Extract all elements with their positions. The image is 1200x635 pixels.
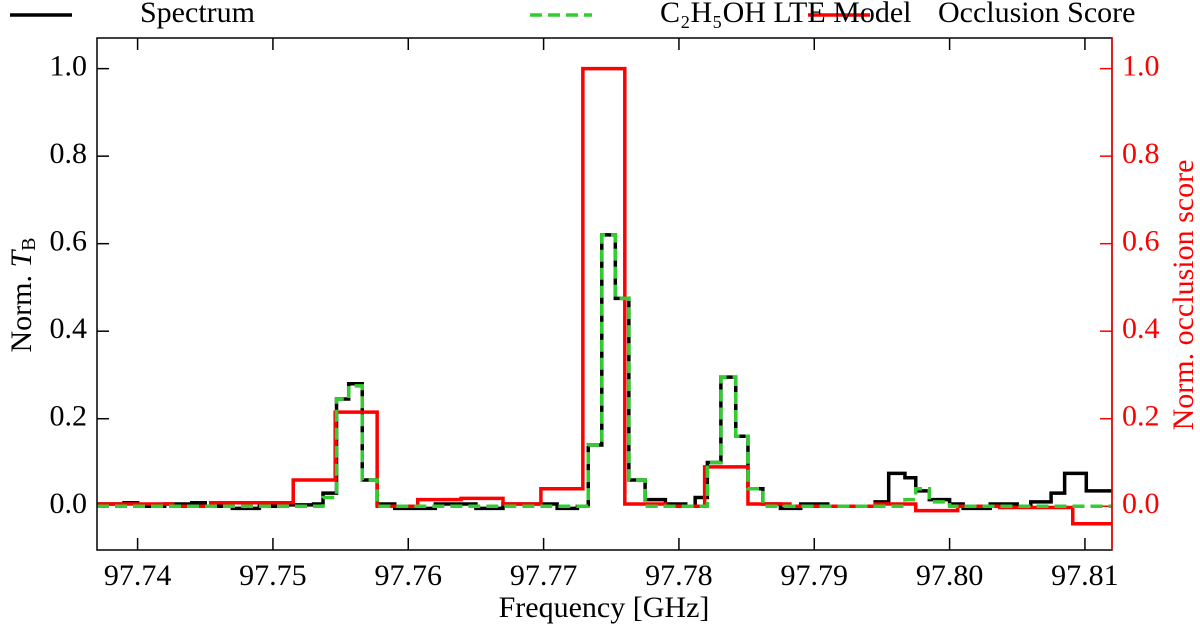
x-tick-label: 97.81 xyxy=(1051,559,1119,592)
y-tick-label: 0.8 xyxy=(50,137,88,170)
x-axis-label: Frequency [GHz] xyxy=(499,591,710,624)
y-tick-label: 0.6 xyxy=(50,225,88,258)
y2-axis-label: Norm. occlusion score xyxy=(1167,160,1200,431)
y-label-symbol: T xyxy=(5,249,38,268)
y2-tick-label: 0.6 xyxy=(1122,225,1160,258)
y-label-text: Norm. xyxy=(5,268,38,353)
y-tick-label: 1.0 xyxy=(50,50,88,83)
y2-tick-label: 0.0 xyxy=(1122,487,1160,520)
series-line xyxy=(97,66,1112,526)
legend-label: C₂H₅OH LTE Model xyxy=(660,0,911,29)
x-tick-label: 97.75 xyxy=(239,559,307,592)
y-tick-label: 0.0 xyxy=(50,487,88,520)
legend-label: Occlusion Score xyxy=(938,0,1135,29)
series-line xyxy=(97,233,1112,511)
y-label-subscript: B xyxy=(18,237,40,250)
y2-tick-label: 0.2 xyxy=(1122,400,1160,433)
legend-label: Spectrum xyxy=(140,0,255,29)
x-tick-label: 97.79 xyxy=(781,559,849,592)
y-axis-label: Norm. TB xyxy=(5,237,40,352)
y2-tick-label: 0.8 xyxy=(1122,137,1160,170)
y-tick-label: 0.4 xyxy=(50,312,88,345)
y2-tick-label: 1.0 xyxy=(1122,50,1160,83)
plot-frame xyxy=(96,37,1113,551)
x-tick-label: 97.77 xyxy=(510,559,578,592)
x-tick-label: 97.80 xyxy=(916,559,984,592)
x-tick-label: 97.76 xyxy=(375,559,443,592)
x-tick-label: 97.78 xyxy=(645,559,713,592)
series-line xyxy=(97,233,1112,508)
x-tick-label: 97.74 xyxy=(104,559,172,592)
y2-tick-label: 0.4 xyxy=(1122,312,1160,345)
y-tick-label: 0.2 xyxy=(50,400,88,433)
